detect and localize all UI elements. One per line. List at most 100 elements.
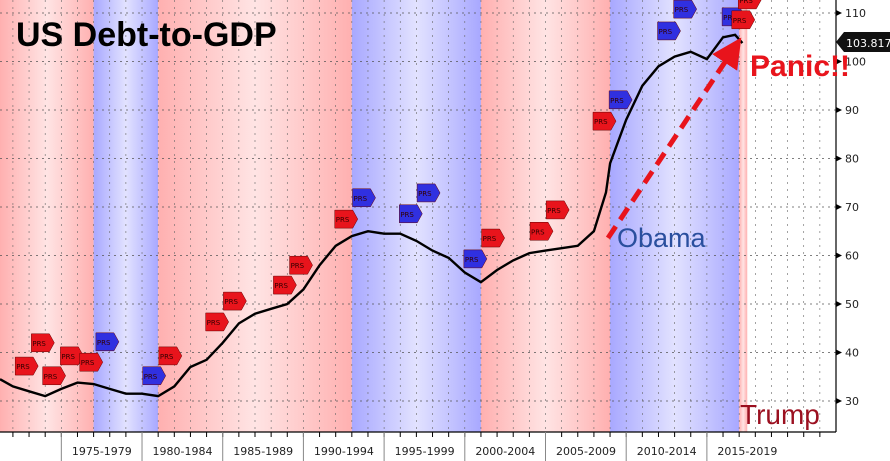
prs-flag: PRS <box>608 90 633 110</box>
prs-flag-shape <box>205 312 229 332</box>
y-tick-label: 100 <box>845 56 866 69</box>
prs-flag-shape <box>463 249 488 269</box>
y-tick-marker <box>836 398 842 404</box>
prs-flag: PRS <box>463 249 488 269</box>
prs-flag: PRS <box>592 111 617 131</box>
prs-flag-shape <box>529 222 554 241</box>
prs-flag-label: PRS <box>97 339 111 347</box>
prs-flag-label: PRS <box>160 353 174 361</box>
prs-flag-shape <box>334 209 359 229</box>
x-tick-label: 2015-2019 <box>717 445 777 458</box>
panic-arrow <box>605 37 742 240</box>
prs-flag: PRS <box>657 21 681 41</box>
trump-label: Trump <box>740 399 820 430</box>
y-tick-marker <box>836 204 842 210</box>
x-tick-label: 2000-2004 <box>475 445 535 458</box>
prs-flag-shape <box>42 366 66 386</box>
prs-flag-label: PRS <box>224 298 238 306</box>
prs-flag-shape <box>737 0 762 10</box>
prs-flag-shape <box>416 183 441 203</box>
prs-flag: PRS <box>673 0 697 19</box>
prs-flag: PRS <box>273 275 297 295</box>
prs-flag-label: PRS <box>81 359 95 367</box>
prs-flag-label: PRS <box>291 262 305 270</box>
prs-flag-label: PRS <box>16 363 30 371</box>
prs-flag-label: PRS <box>400 211 414 219</box>
prs-flag: PRS <box>42 366 66 386</box>
prs-flag-shape <box>289 255 313 275</box>
prs-flag: PRS <box>416 183 441 203</box>
prs-flag-label: PRS <box>61 353 75 361</box>
prs-flag-shape <box>14 356 39 376</box>
prs-flag-label: PRS <box>44 373 58 381</box>
prs-flag: PRS <box>79 352 104 372</box>
prs-flag: PRS <box>142 366 166 386</box>
prs-flag: PRS <box>731 10 756 30</box>
y-tick-label: 60 <box>845 250 859 263</box>
last-value-badge: 103.817 <box>836 32 890 52</box>
x-tick-label: 2005-2009 <box>556 445 616 458</box>
y-tick-marker <box>836 10 842 16</box>
y-tick-marker <box>836 252 842 259</box>
prs-flag: PRS <box>529 222 554 241</box>
prs-flag-label: PRS <box>594 118 608 126</box>
x-tick-label: 2010-2014 <box>637 445 697 458</box>
prs-flag-shape <box>223 291 247 311</box>
prs-flag-label: PRS <box>733 17 747 25</box>
y-tick-label: 80 <box>845 153 859 166</box>
prs-flag-shape <box>273 275 297 295</box>
prs-flag-shape <box>95 332 120 352</box>
x-tick-label: 1975-1979 <box>72 445 132 458</box>
prs-flag-shape <box>158 346 183 366</box>
y-tick-marker <box>836 107 842 113</box>
prs-flag-shape <box>545 200 570 220</box>
prs-flag-label: PRS <box>144 373 158 381</box>
prs-flag-label: PRS <box>531 228 545 236</box>
prs-flag-label: PRS <box>418 190 432 198</box>
y-tick-label: 90 <box>845 104 859 117</box>
y-tick-marker <box>836 58 842 65</box>
prs-flag-label: PRS <box>354 195 368 203</box>
y-tick-marker <box>836 349 842 356</box>
prs-flag: PRS <box>158 346 183 366</box>
prs-flag-shape <box>352 188 376 208</box>
y-tick-label: 110 <box>845 7 866 20</box>
prs-flag-label: PRS <box>465 256 479 264</box>
prs-flag-label: PRS <box>483 235 497 243</box>
prs-flag-shape <box>673 0 697 19</box>
debt-line <box>0 33 744 398</box>
prs-flag-shape <box>31 333 55 353</box>
y-tick-label: 40 <box>845 347 859 360</box>
prs-flag: PRS <box>737 0 762 10</box>
prs-flag-shape <box>399 204 423 224</box>
prs-flag: PRS <box>223 291 247 311</box>
prs-flag-label: PRS <box>274 282 288 290</box>
prs-flag-shape <box>592 111 617 131</box>
prs-flag: PRS <box>545 200 570 220</box>
prs-flag-label: PRS <box>739 0 753 5</box>
prs-flag-shape <box>731 10 756 30</box>
prs-flag-label: PRS <box>547 207 561 215</box>
x-tick-label: 1980-1984 <box>153 445 213 458</box>
prs-flag: PRS <box>14 356 39 376</box>
y-tick-label: 70 <box>845 201 859 214</box>
prs-flag-label: PRS <box>659 28 673 36</box>
x-tick-label: 1990-1994 <box>314 445 374 458</box>
prs-flag: PRS <box>95 332 120 352</box>
republican-term-band <box>739 0 748 432</box>
prs-flag: PRS <box>481 228 505 248</box>
prs-flag-label: PRS <box>610 97 624 105</box>
prs-flag: PRS <box>399 204 423 224</box>
prs-flag: PRS <box>334 209 359 229</box>
prs-flag-label: PRS <box>32 340 46 348</box>
chart-title: US Debt-to-GDP <box>16 16 277 54</box>
svg-text:103.817: 103.817 <box>846 37 890 50</box>
prs-flag: PRS <box>289 255 313 275</box>
prs-flag: PRS <box>205 312 229 332</box>
panic-label: Panic!! <box>750 50 850 83</box>
prs-flag-shape <box>608 90 633 110</box>
obama-label: Obama <box>617 223 707 253</box>
y-tick-marker <box>836 155 842 162</box>
y-tick-marker <box>836 301 842 307</box>
